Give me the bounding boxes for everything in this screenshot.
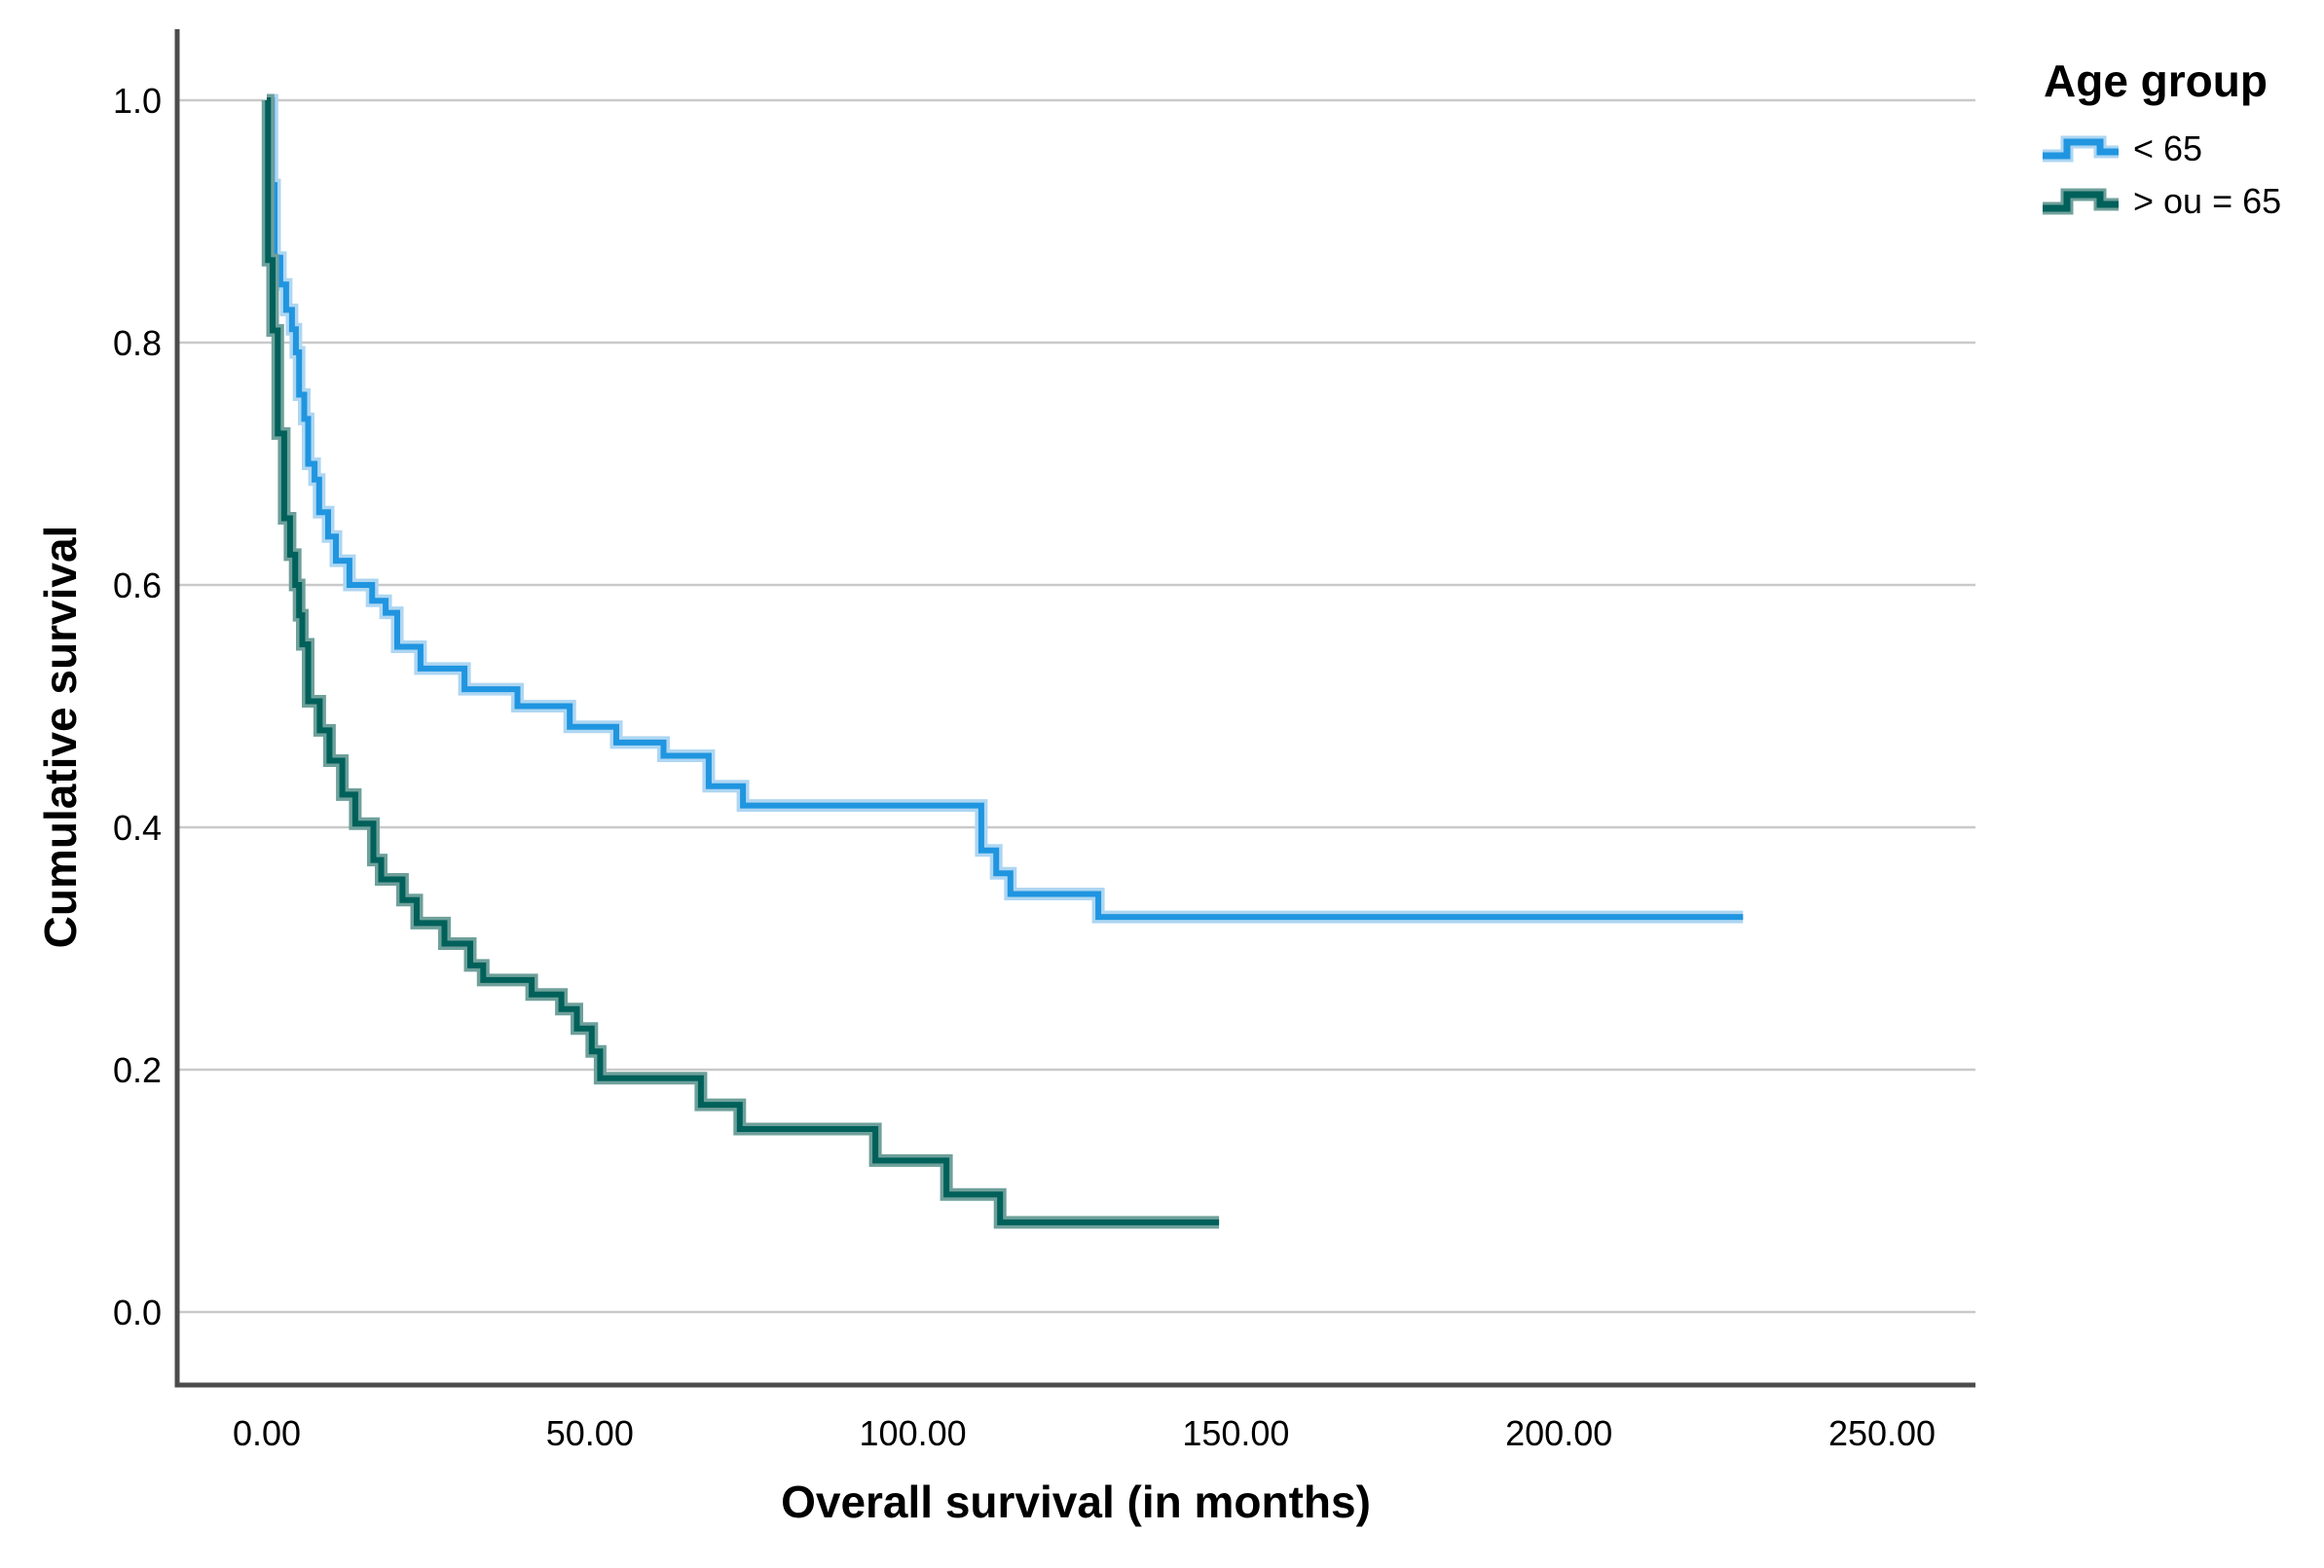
y-axis-title: Cumulative survival	[35, 525, 86, 949]
y-tick-label: 0.4	[113, 808, 162, 848]
x-tick-label: 150.00	[1182, 1413, 1289, 1453]
swatch-line	[2043, 191, 2119, 212]
x-axis-title: Overall survival (in months)	[781, 1477, 1371, 1527]
y-tick-label: 0.8	[113, 323, 162, 363]
legend-title: Age group	[2044, 55, 2268, 106]
legend-item-65-and-over: > ou = 65	[2040, 175, 2281, 228]
km-curve-halo-under-65	[265, 93, 1744, 924]
km-curve-65-and-over	[265, 97, 1220, 1225]
legend-item-under-65: < 65	[2040, 123, 2281, 175]
y-tick-label: 1.0	[113, 81, 162, 121]
km-curve-halo-65-and-over	[261, 93, 1220, 1229]
x-tick-label: 0.00	[233, 1413, 301, 1453]
legend-label-65-and-over: > ou = 65	[2133, 181, 2282, 221]
y-tick-label: 0.0	[113, 1293, 162, 1332]
step-line-swatch-teal	[2043, 188, 2119, 215]
y-tick-label: 0.2	[113, 1050, 162, 1090]
x-tick-label: 250.00	[1828, 1413, 1936, 1453]
x-tick-label: 200.00	[1505, 1413, 1612, 1453]
swatch-line	[2043, 138, 2119, 160]
step-line-swatch-blue	[2043, 135, 2119, 163]
legend-label-under-65: < 65	[2133, 128, 2203, 168]
km-curve-under-65	[267, 97, 1744, 921]
legend: Age group < 65 > ou = 65	[2040, 55, 2281, 228]
x-tick-label: 50.00	[546, 1413, 634, 1453]
x-tick-label: 100.00	[860, 1413, 967, 1453]
y-tick-label: 0.6	[113, 565, 162, 605]
